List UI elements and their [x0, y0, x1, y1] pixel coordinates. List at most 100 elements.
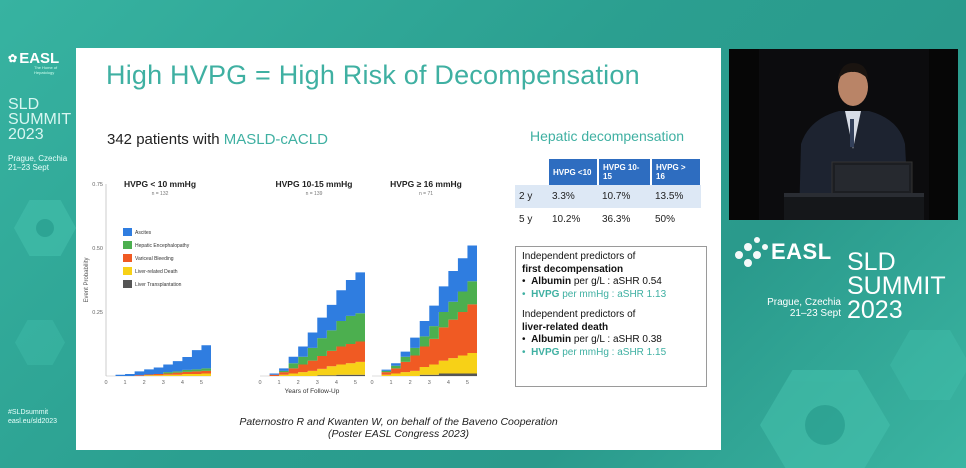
area-series-hepatic-encephalopathy — [260, 313, 365, 376]
area-series-liver-transplantation — [260, 374, 365, 376]
patients-caption: 342 patients with MASLD-cACLD — [107, 131, 328, 148]
table-header-cell: HVPG <10 — [548, 159, 599, 185]
decompensation-table: HVPG <10 HVPG 10-15 HVPG > 16 2 y 3.3% 1… — [515, 159, 702, 231]
x-tick-label: 3 — [428, 380, 431, 386]
panel-n: n = 132 — [152, 191, 169, 197]
x-tick-label: 3 — [316, 380, 319, 386]
patients-highlight: MASLD-cACLD — [223, 131, 328, 148]
bullet-icon: • — [522, 288, 526, 300]
bullet-icon: • — [522, 334, 526, 345]
y-tick-label: 0.75 — [92, 182, 103, 188]
summit-name: SLD SUMMIT 2023 — [847, 248, 946, 324]
location-dates: 21–23 Sept — [8, 163, 49, 172]
citation-line: (Poster EASL Congress 2023) — [327, 428, 470, 440]
table-header-row: HVPG <10 HVPG 10-15 HVPG > 16 — [515, 159, 702, 185]
x-tick-label: 4 — [181, 380, 184, 386]
x-tick-label: 1 — [390, 380, 393, 386]
area-series-liver-related-death — [372, 350, 477, 376]
panel-title: HVPG 10-15 mmHg — [276, 179, 353, 189]
table-cell: 36.3% — [602, 214, 631, 225]
panel-n: n = 71 — [419, 191, 433, 197]
predictor-name: HVPG — [531, 346, 560, 358]
x-tick-label: 0 — [258, 380, 261, 386]
area-series-ascites — [106, 345, 211, 376]
predictor-value: per g/L : aSHR 0.38 — [571, 334, 662, 345]
presentation-slide: High HVPG = High Risk of Decompensation … — [76, 48, 721, 450]
area-series-variceal-bleeding — [106, 370, 211, 376]
easl-logo-text: EASL — [771, 239, 832, 264]
citation-line: Paternostro R and Kwanten W, on behalf o… — [239, 416, 558, 428]
hexagon-decoration — [890, 330, 966, 400]
predictor-item: • Albumin per g/L : aSHR 0.54 — [522, 276, 700, 289]
x-tick-label: 4 — [335, 380, 338, 386]
x-tick-label: 2 — [409, 380, 412, 386]
hashtag: #SLDsummit easl.eu/sld2023 — [8, 408, 57, 426]
summit-line: 2023 — [847, 296, 903, 324]
y-tick-label: 0.25 — [92, 310, 103, 316]
legend-label: Variceal Bleeding — [135, 256, 174, 262]
summit-line: SLD — [8, 96, 40, 113]
speaker-video — [729, 49, 958, 220]
table-header-cell: HVPG > 16 — [651, 159, 702, 185]
summit-line: SLD — [847, 248, 896, 276]
area-series-variceal-bleeding — [260, 341, 365, 376]
x-tick-label: 4 — [447, 380, 450, 386]
table-cell: 2 y — [515, 185, 548, 208]
bullet-icon: • — [522, 346, 526, 358]
legend-label: Liver-related Death — [135, 269, 178, 275]
predictors-box: Independent predictors of first decompen… — [515, 246, 707, 387]
predictor-item: • HVPG per mmHg : aSHR 1.13 — [522, 289, 700, 302]
area-series-liver-related-death — [260, 361, 365, 376]
predictor-value: per g/L : aSHR 0.54 — [571, 276, 662, 287]
table-cell: 50% — [655, 214, 676, 225]
legend-swatch — [123, 267, 132, 275]
x-tick-label: 5 — [466, 380, 469, 386]
summit-name: SLD SUMMIT 2023 — [8, 96, 78, 143]
x-tick-label: 5 — [354, 380, 357, 386]
summit-line: SUMMIT — [8, 111, 72, 128]
panel-title: HVPG < 10 mmHg — [124, 179, 196, 189]
x-tick-label: 1 — [278, 380, 281, 386]
x-axis-label: Years of Follow-Up — [285, 388, 340, 395]
y-axis-label: Event Probability — [84, 257, 90, 302]
x-tick-label: 0 — [104, 380, 107, 386]
legend-label: Hepatic Encephalopathy — [135, 243, 190, 249]
table-cell: 3.3% — [548, 185, 598, 208]
x-tick-label: 5 — [200, 380, 203, 386]
predictors-heading: Independent predictors of — [522, 251, 636, 262]
left-branding: ✿ EASL The Home of Hepatology SLD SUMMIT… — [8, 50, 78, 450]
hashtag-text: #SLDsummit — [8, 409, 49, 416]
legend-label: Ascites — [135, 230, 152, 236]
x-tick-label: 2 — [297, 380, 300, 386]
table-cell: 10.7% — [598, 185, 651, 208]
location-city: Prague, Czechia — [767, 297, 841, 308]
location-city: Prague, Czechia — [8, 154, 68, 163]
predictor-value: per mmHg : aSHR 1.13 — [559, 288, 667, 300]
table-cell: 5 y — [519, 214, 533, 225]
area-series-ascites — [260, 272, 365, 376]
x-tick-label: 3 — [162, 380, 165, 386]
area-series-hepatic-encephalopathy — [106, 368, 211, 376]
bullet-icon: • — [522, 276, 526, 287]
area-series-liver-related-death — [106, 373, 211, 376]
decompensation-chart: Event Probability 0.75 0.50 0.25 HVPG < 10 m… — [84, 179, 477, 395]
easl-logo-icon: ✿ — [8, 53, 17, 65]
predictor-value: per mmHg : aSHR 1.15 — [559, 346, 667, 358]
predictors-heading-bold: liver-related death — [522, 321, 609, 333]
legend-swatch — [123, 228, 132, 236]
legend-swatch — [123, 241, 132, 249]
y-tick-label: 0.50 — [92, 246, 103, 252]
table-row: 5 y 10.2% 36.3% 50% — [515, 208, 701, 231]
summit-location: Prague, Czechia 21–23 Sept — [761, 297, 841, 319]
slide-title: High HVPG = High Risk of Decompensation — [106, 60, 640, 90]
predictor-name: Albumin — [531, 276, 572, 287]
predictor-item: • HVPG per mmHg : aSHR 1.15 — [522, 347, 700, 360]
table-title: Hepatic decompensation — [530, 128, 685, 144]
panel-title: HVPG ≥ 16 mmHg — [390, 179, 462, 189]
summit-line: SUMMIT — [847, 272, 946, 300]
summit-location: Prague, Czechia 21–23 Sept — [8, 154, 78, 172]
x-tick-label: 1 — [124, 380, 127, 386]
predictors-heading-bold: first decompensation — [522, 263, 624, 275]
table-row: 2 y 3.3% 10.7% 13.5% — [515, 185, 701, 208]
